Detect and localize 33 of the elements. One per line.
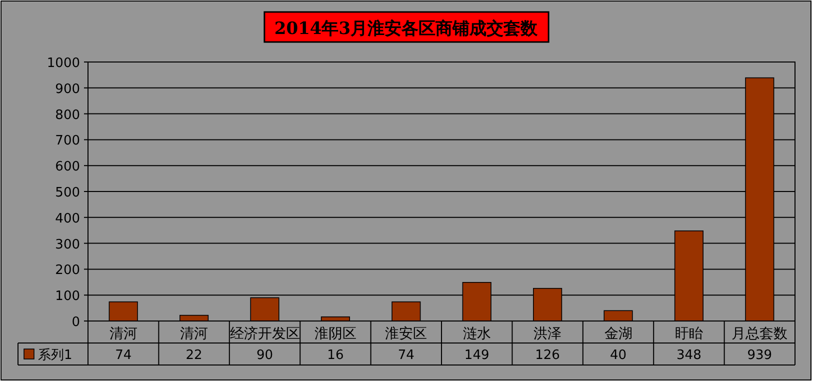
x-tick-label: 洪泽 bbox=[534, 326, 562, 342]
data-label: 40 bbox=[610, 348, 627, 363]
legend-label: 系列1 bbox=[38, 348, 72, 363]
x-tick-label: 金湖 bbox=[604, 326, 632, 342]
x-tick-label: 涟水 bbox=[462, 326, 491, 342]
y-tick-label: 600 bbox=[55, 160, 80, 175]
x-tick-label: 淮安区 bbox=[385, 326, 428, 342]
data-label: 74 bbox=[398, 348, 414, 363]
y-tick-label: 1000 bbox=[46, 56, 80, 71]
data-label: 939 bbox=[747, 348, 772, 363]
data-label: 22 bbox=[186, 348, 202, 363]
y-tick-label: 400 bbox=[55, 211, 80, 226]
y-tick-label: 200 bbox=[55, 263, 80, 278]
x-tick-label: 月总套数 bbox=[732, 326, 788, 342]
x-tick-label: 淮阴区 bbox=[314, 326, 356, 342]
y-tick-label: 100 bbox=[55, 289, 80, 304]
data-label: 74 bbox=[115, 348, 132, 363]
chart-title: 2014年3月淮安各区商铺成交套数 bbox=[274, 19, 539, 39]
data-label: 16 bbox=[327, 348, 344, 363]
x-tick-label: 清河 bbox=[180, 326, 208, 342]
y-tick-label: 900 bbox=[55, 82, 80, 97]
data-label: 348 bbox=[676, 348, 702, 363]
data-label: 126 bbox=[535, 348, 560, 363]
y-tick-label: 700 bbox=[55, 134, 80, 149]
data-label: 90 bbox=[256, 348, 274, 363]
x-tick-label: 经济开发区 bbox=[230, 326, 300, 342]
y-tick-label: 800 bbox=[55, 108, 80, 123]
y-tick-label: 500 bbox=[55, 186, 80, 200]
x-tick-label: 清河 bbox=[109, 326, 138, 342]
y-tick-label: 300 bbox=[55, 237, 80, 252]
data-label: 149 bbox=[464, 348, 490, 363]
y-tick-label: 0 bbox=[72, 315, 80, 330]
x-tick-label: 盱眙 bbox=[674, 326, 703, 342]
